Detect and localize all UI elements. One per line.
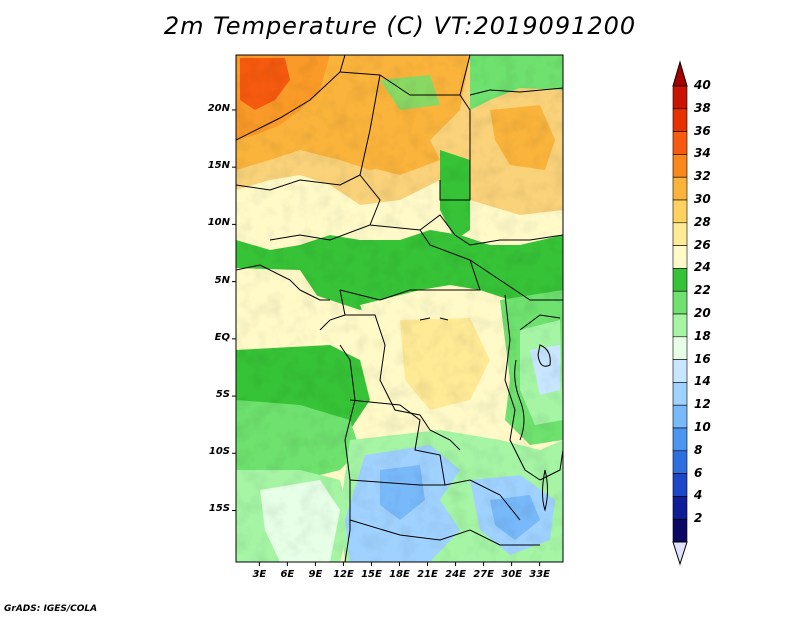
lat-label: EQ xyxy=(214,331,230,343)
lakes xyxy=(419,317,551,512)
lat-label: 10S xyxy=(208,446,230,458)
colorbar-swatch xyxy=(672,290,688,315)
colorbar-label: 14 xyxy=(694,374,711,389)
lon-label: 30E xyxy=(501,569,522,580)
colorbar-label: 26 xyxy=(694,237,711,252)
colorbar-top-arrow xyxy=(672,60,688,87)
colorbar-swatch xyxy=(672,404,688,429)
colorbar-swatch xyxy=(672,450,688,474)
colorbar-bottom-arrow xyxy=(672,541,688,566)
colorbar-label: 4 xyxy=(694,488,703,503)
colorbar-swatch xyxy=(672,359,688,383)
lon-label: 24E xyxy=(445,569,466,580)
lon-label: 15E xyxy=(361,569,382,580)
lat-label: 10N xyxy=(207,217,230,229)
colorbar-label: 24 xyxy=(694,260,711,275)
lon-label: 9E xyxy=(308,569,323,580)
colorbar-swatch xyxy=(672,313,688,338)
colorbar-label: 38 xyxy=(694,100,711,115)
colorbar-label: 32 xyxy=(694,169,711,184)
colorbar-swatch xyxy=(672,131,688,155)
colorbar-swatch xyxy=(672,268,688,292)
lon-label: 3E xyxy=(252,569,267,580)
lon-label: 6E xyxy=(280,569,295,580)
colorbar-swatch xyxy=(672,245,688,269)
credit-text: GrADS: IGES/COLA xyxy=(4,604,98,614)
colorbar-swatch xyxy=(672,176,688,201)
colorbar-label: 2 xyxy=(694,511,703,526)
colorbar-label: 10 xyxy=(694,420,711,434)
colorbar-swatch xyxy=(672,85,688,110)
colorbar-label: 16 xyxy=(694,351,711,366)
colorbar-swatch xyxy=(672,518,688,543)
colorbar-label: 34 xyxy=(694,146,711,161)
colorbar-label: 18 xyxy=(694,328,711,343)
colorbar-label: 20 xyxy=(694,306,711,320)
colorbar-label: 12 xyxy=(694,397,711,412)
colorbar-swatch xyxy=(672,154,688,178)
country-borders xyxy=(236,55,563,562)
chart-title: 2m Temperature (C) VT:2019091200 xyxy=(163,12,637,40)
colorbar-swatch xyxy=(672,108,688,132)
lon-label: 18E xyxy=(389,569,410,580)
colorbar-label: 36 xyxy=(694,123,711,138)
colorbar-swatch xyxy=(672,473,688,497)
colorbar-label: 30 xyxy=(694,192,711,206)
colorbar-swatch xyxy=(672,336,688,360)
lon-label: 21E xyxy=(417,569,438,580)
colorbar-label: 22 xyxy=(694,283,711,298)
colorbar-swatch xyxy=(672,199,688,224)
colorbar-label: 6 xyxy=(694,465,703,480)
lon-label: 27E xyxy=(473,569,494,580)
lat-label: 15N xyxy=(207,160,230,172)
colorbar-swatch xyxy=(672,496,688,520)
colorbar-label: 28 xyxy=(694,214,711,229)
colorbar-label: 40 xyxy=(694,78,711,92)
colorbar xyxy=(672,60,688,566)
lat-label: 20N xyxy=(207,102,230,114)
temperature-field xyxy=(236,55,563,562)
lat-label: 5S xyxy=(215,389,230,401)
colorbar-swatch xyxy=(672,427,688,452)
colorbar-swatch xyxy=(672,382,688,406)
lat-label: 5N xyxy=(214,274,230,286)
axis-ticks xyxy=(232,109,541,566)
colorbar-label: 8 xyxy=(694,442,703,457)
lon-label: 12E xyxy=(333,569,354,580)
colorbar-swatch xyxy=(672,222,688,246)
lat-label: 15S xyxy=(208,503,230,515)
lon-label: 33E xyxy=(529,569,551,580)
